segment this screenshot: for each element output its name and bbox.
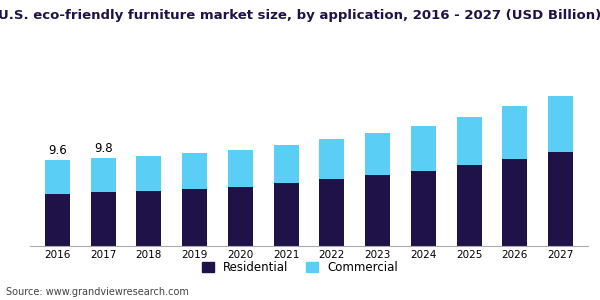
Bar <box>91 158 116 193</box>
Bar <box>319 178 344 246</box>
Text: 9.6: 9.6 <box>48 144 67 157</box>
Bar <box>182 153 207 189</box>
Text: Source: www.grandviewresearch.com: Source: www.grandviewresearch.com <box>6 287 189 297</box>
Bar <box>274 183 299 246</box>
Bar <box>548 152 573 246</box>
Bar <box>45 194 70 246</box>
Bar <box>548 96 573 152</box>
Bar <box>411 171 436 246</box>
Bar <box>411 126 436 171</box>
Bar <box>365 175 390 246</box>
Bar <box>228 187 253 246</box>
Bar <box>136 156 161 191</box>
Bar <box>502 159 527 246</box>
Bar <box>91 193 116 246</box>
Bar <box>274 145 299 183</box>
Bar <box>457 117 482 165</box>
Bar <box>365 133 390 175</box>
Text: U.S. eco-friendly furniture market size, by application, 2016 - 2027 (USD Billio: U.S. eco-friendly furniture market size,… <box>0 9 600 22</box>
Bar <box>502 106 527 159</box>
Bar <box>319 139 344 178</box>
Bar <box>457 165 482 246</box>
Bar <box>136 191 161 246</box>
Bar <box>228 150 253 187</box>
Bar <box>182 189 207 246</box>
Bar <box>45 160 70 194</box>
Legend: Residential, Commercial: Residential, Commercial <box>197 257 403 279</box>
Text: 9.8: 9.8 <box>94 142 112 155</box>
